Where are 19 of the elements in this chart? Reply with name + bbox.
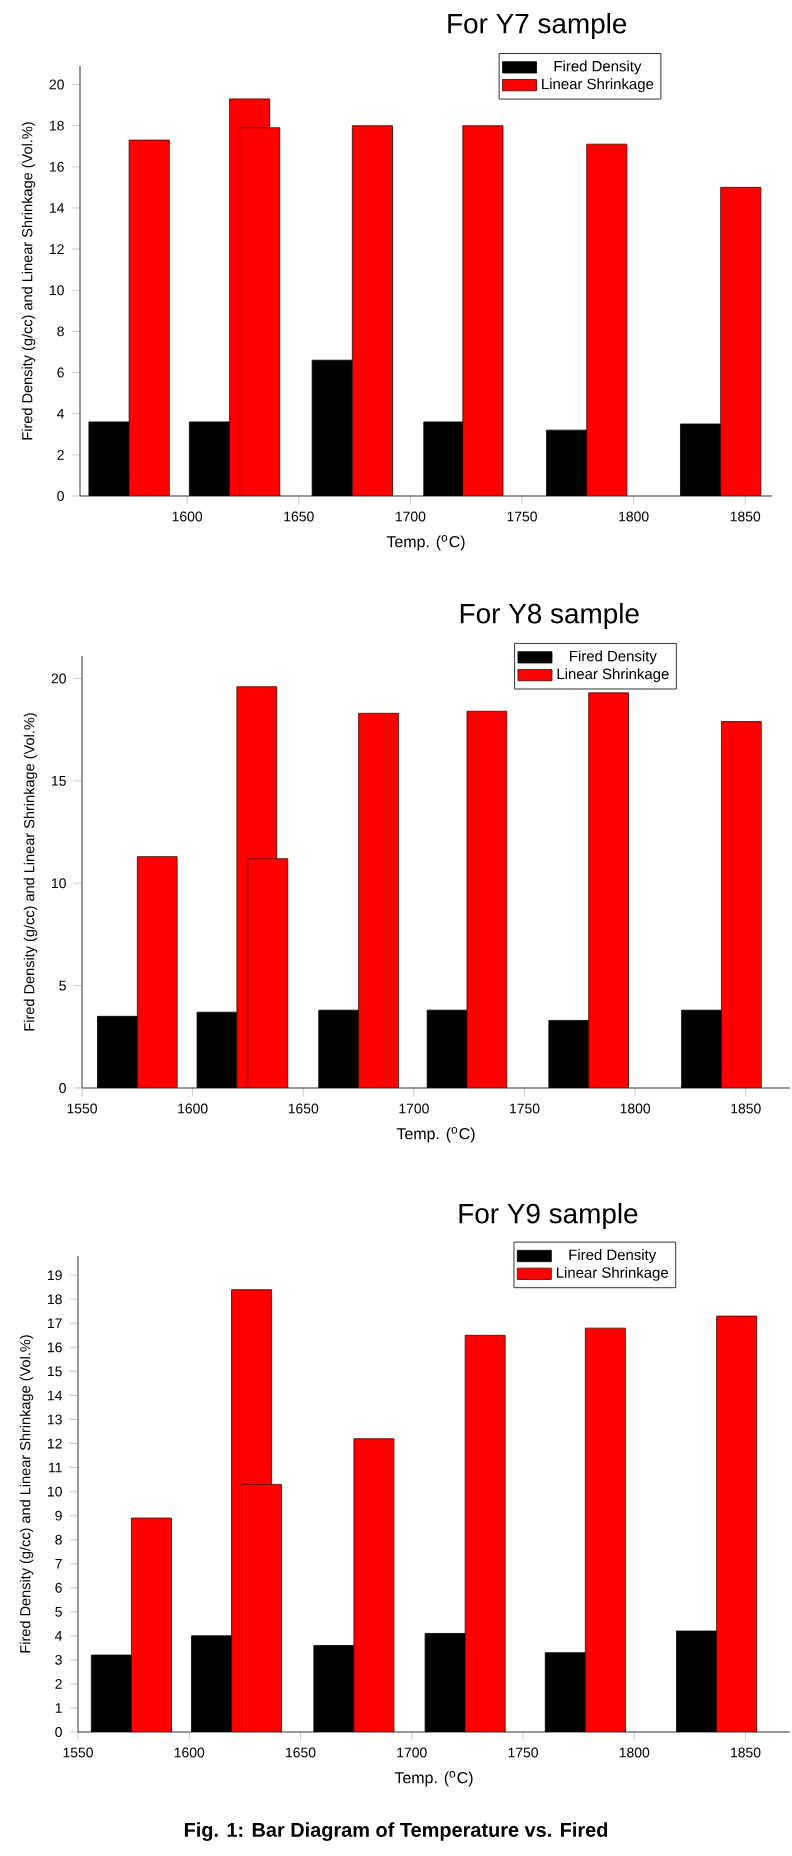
bar [466, 710, 508, 1088]
bar [136, 856, 178, 1088]
caption: Fig. 1: Bar Diagram of Temperature vs. Fired [184, 1822, 608, 1841]
bar [721, 721, 762, 1088]
bar [720, 186, 762, 496]
bar [128, 139, 170, 496]
bar [588, 692, 629, 1088]
bar [584, 1327, 626, 1732]
chart-title: For Y9 sample [459, 1203, 638, 1229]
bar [351, 125, 393, 496]
chart-title: For Y7 sample [448, 12, 627, 39]
bar [358, 712, 399, 1088]
bar [586, 143, 628, 496]
bar [131, 1517, 172, 1732]
chart-title: For Y8 sample [460, 602, 639, 629]
bar [462, 125, 504, 496]
bar [464, 1334, 506, 1732]
bar [353, 1438, 395, 1732]
bar [716, 1315, 758, 1732]
